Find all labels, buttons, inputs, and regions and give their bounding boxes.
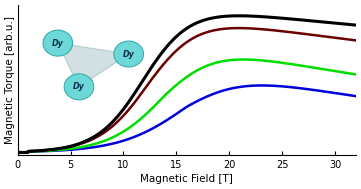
Text: Dy: Dy [52,39,64,48]
Polygon shape [58,43,129,87]
Text: Dy: Dy [123,50,135,59]
Ellipse shape [114,41,144,67]
X-axis label: Magnetic Field [T]: Magnetic Field [T] [140,174,233,184]
Ellipse shape [64,74,94,100]
Text: Dy: Dy [73,82,85,91]
Y-axis label: Magnetic Torque [arb.u.]: Magnetic Torque [arb.u.] [5,16,15,144]
Ellipse shape [43,30,73,56]
